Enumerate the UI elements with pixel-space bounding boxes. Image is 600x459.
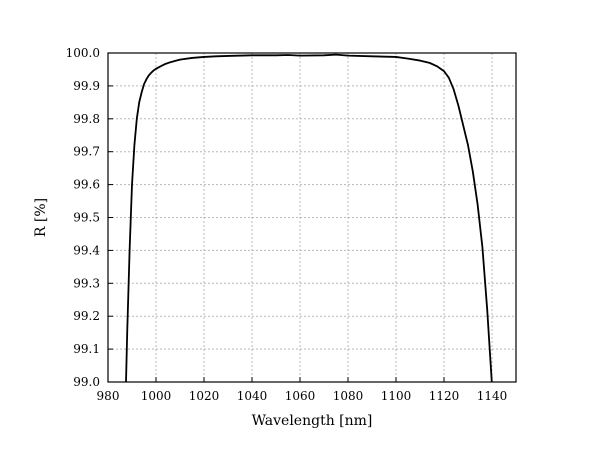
y-tick-label: 99.9 <box>73 79 100 93</box>
y-tick-label: 99.5 <box>73 211 100 225</box>
x-tick-label: 1080 <box>333 389 364 403</box>
y-tick-label: 99.7 <box>73 145 100 159</box>
y-tick-label: 99.3 <box>73 276 100 290</box>
x-tick-label: 1000 <box>141 389 172 403</box>
y-tick-label: 99.8 <box>73 112 100 126</box>
series-layer <box>125 53 493 382</box>
y-tick-label: 99.6 <box>73 178 100 192</box>
reflectance-curve <box>125 53 493 382</box>
x-tick-label: 1020 <box>189 389 220 403</box>
grid-lines <box>108 53 516 382</box>
x-axis-title: Wavelength [nm] <box>252 413 373 429</box>
tick-labels: 980 1000 1020 1040 1060 1080 1100 1120 1140 99.0 9… <box>66 46 508 403</box>
x-tick-label: 980 <box>97 389 120 403</box>
y-tick-label: 99.4 <box>73 243 100 257</box>
y-tick-label: 99.2 <box>73 309 100 323</box>
x-tick-label: 1120 <box>429 389 460 403</box>
x-tick-label: 1060 <box>285 389 316 403</box>
y-axis-title: R [%] <box>33 198 49 237</box>
y-tick-label: 99.0 <box>73 375 100 389</box>
y-tick-label: 100.0 <box>66 46 100 60</box>
x-tick-label: 1100 <box>381 389 412 403</box>
plot-frame <box>107 52 517 383</box>
y-tick-label: 99.1 <box>73 342 100 356</box>
x-tick-label: 1040 <box>237 389 268 403</box>
x-tick-label: 1140 <box>477 389 508 403</box>
